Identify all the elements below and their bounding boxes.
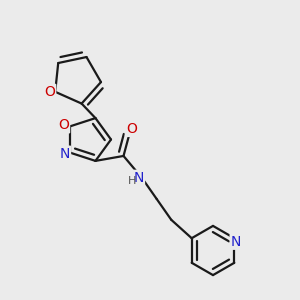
Text: N: N <box>60 147 70 160</box>
Text: H: H <box>128 176 136 186</box>
Text: N: N <box>231 235 241 249</box>
Text: O: O <box>44 85 55 99</box>
Text: O: O <box>58 118 69 132</box>
Text: O: O <box>126 122 137 136</box>
Text: N: N <box>134 171 144 185</box>
